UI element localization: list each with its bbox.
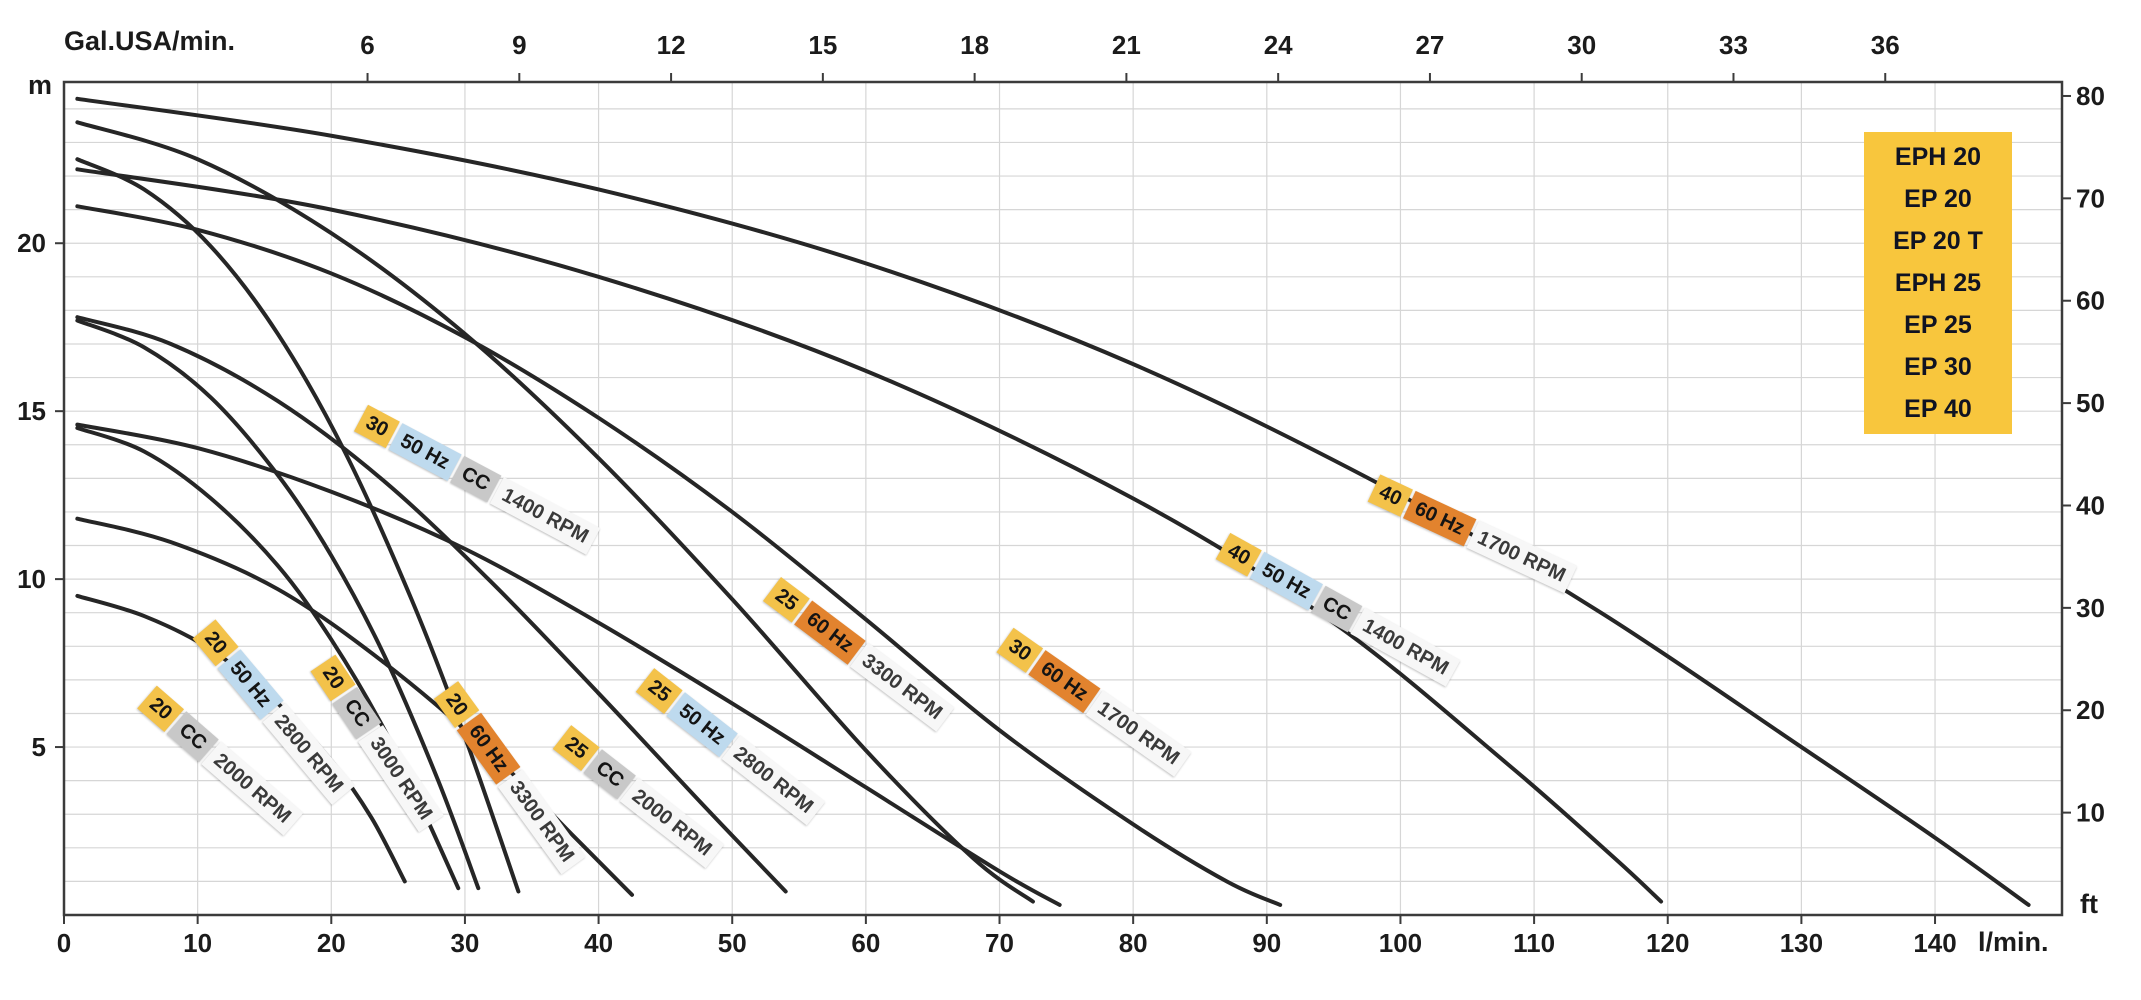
- legend-item: EPH 20: [1894, 143, 1982, 171]
- tick-label: 20: [317, 928, 346, 958]
- tick-label: 21: [1112, 30, 1141, 60]
- tick-label: 6: [360, 30, 374, 60]
- tick-label: 10: [17, 564, 46, 594]
- tick-label: 36: [1871, 30, 1900, 60]
- tick-label: 50: [718, 928, 747, 958]
- legend-item: EPH 25: [1894, 269, 1982, 297]
- tick-label: 24: [1264, 30, 1293, 60]
- tick-label: 60: [851, 928, 880, 958]
- tick-label: 5: [32, 732, 46, 762]
- plot-border: [62, 80, 2064, 917]
- curve-ep25-cc-2000: [75, 516, 634, 897]
- model-legend: EPH 20 EP 20 EP 20 T EPH 25 EP 25 EP 30 EP 40: [1864, 132, 2012, 434]
- bottom-axis-unit-label: l/min.: [1978, 927, 2049, 957]
- left-axis-unit-label: m: [28, 70, 53, 100]
- legend-item: EP 20: [1904, 185, 1972, 213]
- curve-ep30-50hz-cc-1400: [75, 422, 1062, 907]
- tick-label: 90: [1252, 928, 1281, 958]
- tick-label: 15: [808, 30, 837, 60]
- tick-label: 18: [960, 30, 989, 60]
- tick-label: 27: [1415, 30, 1444, 60]
- tick-label: 30: [450, 928, 479, 958]
- curve-ep40-60hz-1700: [75, 96, 2031, 907]
- legend-item: EP 25: [1904, 311, 1972, 339]
- tick-label: 60: [2076, 286, 2105, 316]
- tick-label: 10: [183, 928, 212, 958]
- tick-label: 20: [17, 228, 46, 258]
- tick-label: 70: [985, 928, 1014, 958]
- tick-label: 30: [2076, 593, 2105, 623]
- curve-ep20-60hz-3300: [75, 157, 521, 894]
- tick-label: 140: [1913, 928, 1956, 958]
- legend-item: EP 30: [1904, 353, 1972, 381]
- tick-label: 130: [1780, 928, 1823, 958]
- tick-label: 10: [2076, 798, 2105, 828]
- tick-label: 80: [2076, 81, 2105, 111]
- tick-label: 50: [2076, 388, 2105, 418]
- tick-label: 33: [1719, 30, 1748, 60]
- tick-label: 40: [584, 928, 613, 958]
- tick-label: 20: [2076, 695, 2105, 725]
- tick-label: 30: [1567, 30, 1596, 60]
- tick-label: 100: [1379, 928, 1422, 958]
- curve-ep30-60hz-1700: [75, 204, 1283, 907]
- tick-label: 110: [1513, 928, 1555, 958]
- tick-label: 120: [1646, 928, 1689, 958]
- tick-label: 15: [17, 396, 46, 426]
- tick-label: 80: [1119, 928, 1148, 958]
- tick-label: 9: [512, 30, 526, 60]
- curve-ep40-50hz-cc-1400: [75, 167, 1664, 904]
- tick-label: 40: [2076, 490, 2105, 520]
- legend-item: EP 40: [1904, 395, 1972, 423]
- right-axis-unit-label: ft: [2080, 889, 2098, 919]
- tick-label: 70: [2076, 183, 2105, 213]
- legend-item: EP 20 T: [1893, 227, 1983, 255]
- tick-label: 0: [57, 928, 71, 958]
- top-axis-unit-label: Gal.USA/min.: [64, 26, 236, 56]
- curve-ep25-50hz-2800: [75, 315, 788, 894]
- curve-ep25-60hz-3300: [75, 120, 1035, 904]
- tick-label: 12: [657, 30, 686, 60]
